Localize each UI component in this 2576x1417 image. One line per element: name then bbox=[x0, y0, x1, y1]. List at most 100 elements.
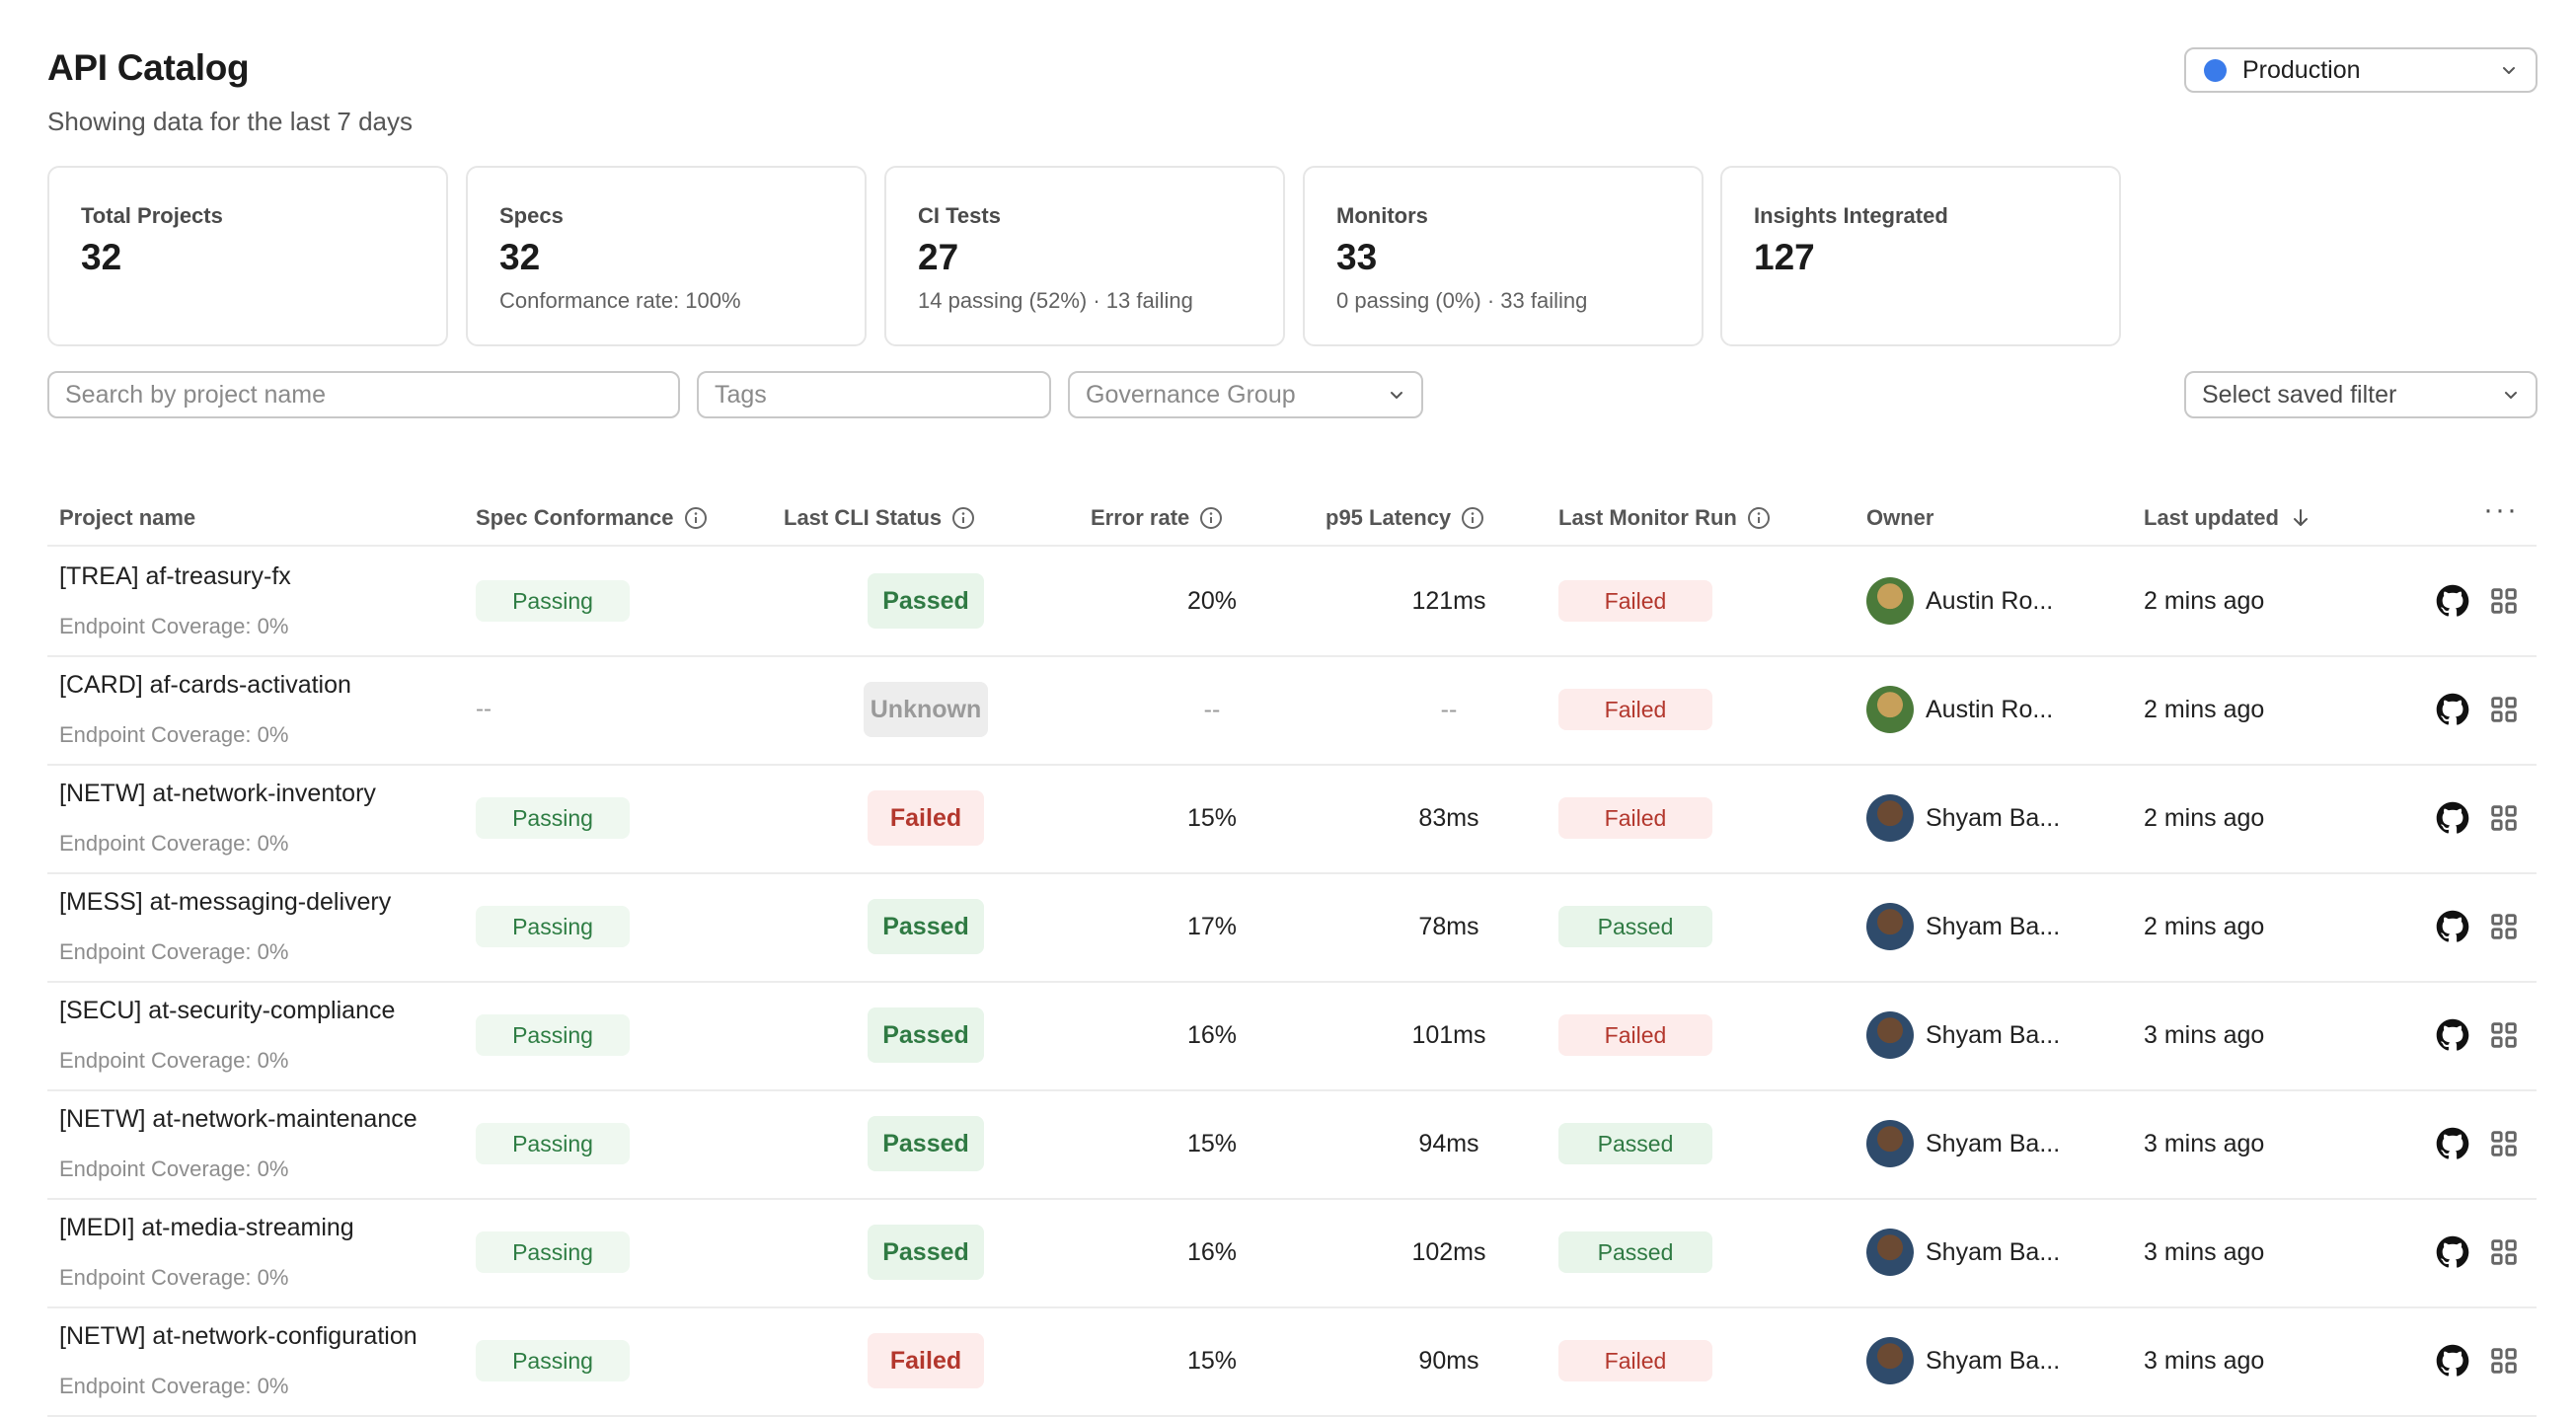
column-label: Error rate bbox=[1091, 505, 1190, 530]
github-icon[interactable] bbox=[2436, 910, 2469, 943]
project-name-link[interactable]: [NETW] at-network-maintenance bbox=[59, 1105, 417, 1133]
table-row[interactable]: [MESS] at-messaging-delivery Endpoint Co… bbox=[47, 872, 2537, 983]
error-rate-value: 16% bbox=[1186, 1020, 1238, 1049]
monitor-status-badge: Failed bbox=[1558, 797, 1712, 839]
spec-conformance-empty: -- bbox=[476, 696, 492, 722]
project-name-link[interactable]: [TREA] af-treasury-fx bbox=[59, 562, 291, 590]
cli-status-badge: Passed bbox=[868, 1007, 984, 1063]
environment-select[interactable]: Production bbox=[2184, 47, 2538, 93]
info-icon[interactable] bbox=[1199, 506, 1223, 530]
grid-icon[interactable] bbox=[2487, 1127, 2521, 1160]
cli-status-badge: Failed bbox=[868, 790, 984, 846]
column-spec-conformance[interactable]: Spec Conformance bbox=[476, 505, 708, 531]
endpoint-coverage: Endpoint Coverage: 0% bbox=[59, 1374, 289, 1398]
info-icon[interactable] bbox=[1747, 506, 1771, 530]
last-updated-value: 2 mins ago bbox=[2144, 803, 2265, 832]
grid-icon[interactable] bbox=[2487, 693, 2521, 726]
stat-note: 14 passing (52%) · 13 failing bbox=[918, 288, 1193, 313]
table-row[interactable]: [TREA] af-treasury-fx Endpoint Coverage:… bbox=[47, 547, 2537, 657]
error-rate-value: 15% bbox=[1186, 803, 1238, 832]
column-label: Spec Conformance bbox=[476, 505, 674, 530]
table-row[interactable]: [MEDI] at-media-streaming Endpoint Cover… bbox=[47, 1198, 2537, 1308]
github-icon[interactable] bbox=[2436, 693, 2469, 726]
grid-icon[interactable] bbox=[2487, 1018, 2521, 1052]
saved-filter-select[interactable]: Select saved filter bbox=[2184, 371, 2538, 418]
project-name-link[interactable]: [MEDI] at-media-streaming bbox=[59, 1214, 354, 1241]
p95-latency-value: -- bbox=[1440, 695, 1458, 723]
grid-icon[interactable] bbox=[2487, 1235, 2521, 1269]
column-label: Last updated bbox=[2144, 505, 2279, 530]
owner-name: Austin Ro... bbox=[1926, 695, 2054, 723]
table-row[interactable]: [SECU] at-security-compliance Endpoint C… bbox=[47, 981, 2537, 1091]
owner-name: Shyam Ba... bbox=[1926, 803, 2061, 832]
project-name-link[interactable]: [MESS] at-messaging-delivery bbox=[59, 888, 392, 916]
error-rate-value: 17% bbox=[1186, 912, 1238, 940]
column-p95-latency[interactable]: p95 Latency bbox=[1326, 505, 1484, 531]
column-last-monitor-run[interactable]: Last Monitor Run bbox=[1558, 505, 1771, 531]
stat-card-monitors: Monitors 33 0 passing (0%) · 33 failing bbox=[1303, 166, 1704, 346]
column-last-updated[interactable]: Last updated bbox=[2144, 505, 2312, 531]
github-icon[interactable] bbox=[2436, 801, 2469, 835]
avatar bbox=[1866, 794, 1914, 842]
stat-note: 0 passing (0%) · 33 failing bbox=[1336, 288, 1588, 313]
github-icon[interactable] bbox=[2436, 1018, 2469, 1052]
avatar bbox=[1866, 577, 1914, 625]
github-icon[interactable] bbox=[2436, 1235, 2469, 1269]
search-input[interactable]: Search by project name bbox=[47, 371, 680, 418]
governance-group-select[interactable]: Governance Group bbox=[1068, 371, 1423, 418]
endpoint-coverage: Endpoint Coverage: 0% bbox=[59, 1156, 289, 1181]
cli-status-badge: Passed bbox=[868, 899, 984, 954]
table-row[interactable]: [NETW] at-network-inventory Endpoint Cov… bbox=[47, 764, 2537, 874]
endpoint-coverage: Endpoint Coverage: 0% bbox=[59, 1265, 289, 1290]
endpoint-coverage: Endpoint Coverage: 0% bbox=[59, 939, 289, 964]
column-owner[interactable]: Owner bbox=[1866, 505, 1933, 531]
column-project-name[interactable]: Project name bbox=[59, 505, 195, 531]
tags-input[interactable]: Tags bbox=[697, 371, 1051, 418]
table-row[interactable]: [CARD] af-cards-activation Endpoint Cove… bbox=[47, 655, 2537, 766]
owner-cell[interactable]: Shyam Ba... bbox=[1866, 764, 2133, 872]
stat-note: Conformance rate: 100% bbox=[499, 288, 741, 313]
owner-cell[interactable]: Austin Ro... bbox=[1866, 655, 2133, 764]
project-name-link[interactable]: [NETW] at-network-configuration bbox=[59, 1322, 417, 1350]
error-rate-value: 15% bbox=[1186, 1129, 1238, 1157]
project-name-link[interactable]: [CARD] af-cards-activation bbox=[59, 671, 351, 699]
last-updated-value: 2 mins ago bbox=[2144, 695, 2265, 723]
endpoint-coverage: Endpoint Coverage: 0% bbox=[59, 831, 289, 856]
owner-cell[interactable]: Shyam Ba... bbox=[1866, 1306, 2133, 1415]
table-row[interactable]: [NETW] at-network-maintenance Endpoint C… bbox=[47, 1089, 2537, 1200]
info-icon[interactable] bbox=[1461, 506, 1484, 530]
grid-icon[interactable] bbox=[2487, 584, 2521, 618]
page-title: API Catalog bbox=[47, 47, 250, 88]
github-icon[interactable] bbox=[2436, 1127, 2469, 1160]
column-last-cli-status[interactable]: Last CLI Status bbox=[784, 505, 975, 531]
owner-cell[interactable]: Shyam Ba... bbox=[1866, 981, 2133, 1089]
p95-latency-value: 102ms bbox=[1411, 1237, 1486, 1266]
endpoint-coverage: Endpoint Coverage: 0% bbox=[59, 614, 289, 638]
column-error-rate[interactable]: Error rate bbox=[1091, 505, 1223, 531]
grid-icon[interactable] bbox=[2487, 910, 2521, 943]
endpoint-coverage: Endpoint Coverage: 0% bbox=[59, 722, 289, 747]
owner-cell[interactable]: Shyam Ba... bbox=[1866, 872, 2133, 981]
last-updated-value: 3 mins ago bbox=[2144, 1237, 2265, 1266]
info-icon[interactable] bbox=[951, 506, 975, 530]
monitor-status-badge: Failed bbox=[1558, 689, 1712, 730]
grid-icon[interactable] bbox=[2487, 801, 2521, 835]
p95-latency-value: 90ms bbox=[1418, 1346, 1479, 1375]
stat-value: 33 bbox=[1336, 237, 1378, 277]
spec-conformance-badge: Passing bbox=[476, 1123, 630, 1164]
stat-label: CI Tests bbox=[918, 203, 1001, 228]
more-options-button[interactable]: ··· bbox=[2483, 493, 2519, 526]
stat-card-insights-integrated: Insights Integrated 127 bbox=[1720, 166, 2121, 346]
github-icon[interactable] bbox=[2436, 1344, 2469, 1378]
table-row[interactable]: [NETW] at-network-configuration Endpoint… bbox=[47, 1306, 2537, 1417]
environment-label: Production bbox=[2242, 55, 2361, 84]
chevron-down-icon bbox=[2503, 67, 2515, 74]
project-name-link[interactable]: [NETW] at-network-inventory bbox=[59, 780, 376, 807]
owner-cell[interactable]: Austin Ro... bbox=[1866, 547, 2133, 655]
owner-cell[interactable]: Shyam Ba... bbox=[1866, 1089, 2133, 1198]
info-icon[interactable] bbox=[684, 506, 708, 530]
grid-icon[interactable] bbox=[2487, 1344, 2521, 1378]
owner-cell[interactable]: Shyam Ba... bbox=[1866, 1198, 2133, 1306]
project-name-link[interactable]: [SECU] at-security-compliance bbox=[59, 997, 396, 1024]
github-icon[interactable] bbox=[2436, 584, 2469, 618]
